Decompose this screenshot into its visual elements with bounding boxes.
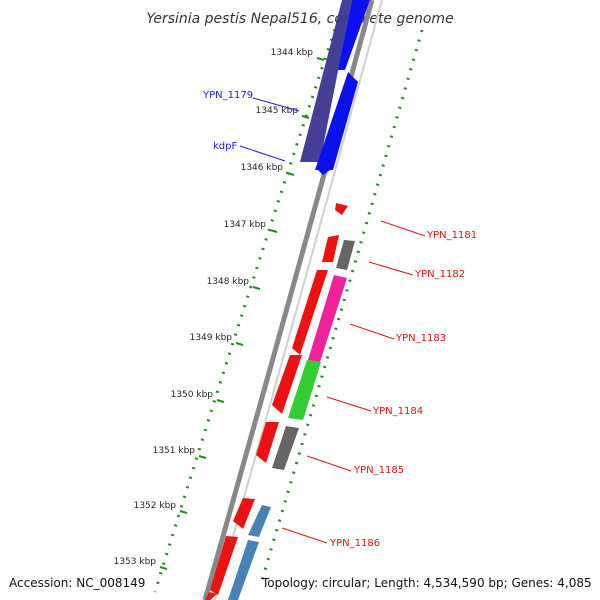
tick-mark <box>286 172 295 176</box>
genes-reverse <box>205 203 355 600</box>
tick-mark <box>159 566 168 570</box>
leader-ypn1179 <box>252 97 300 112</box>
gene-red-c <box>256 422 279 463</box>
gene-ypn1183-shape <box>308 275 347 362</box>
tick-label: 1352 kbp <box>134 501 177 511</box>
gene-ypn1186-shape <box>248 505 271 537</box>
labels-left: YPN_1179 kdpF <box>202 90 300 162</box>
gene-blue-tip <box>318 170 330 175</box>
leader-ypn1186 <box>281 527 328 544</box>
tick-mark <box>179 510 188 514</box>
tick-mark <box>301 115 310 119</box>
tick-label: 1350 kbp <box>171 390 214 400</box>
gene-ypn1184-shape <box>288 360 321 420</box>
gene-ypn1185-shape <box>272 426 299 470</box>
gene-red-d <box>233 498 255 529</box>
topology-text: Topology: circular; Length: 4,534,590 bp… <box>261 576 592 590</box>
gene-label-ypn1184: YPN_1184 <box>372 406 423 417</box>
map-title: Yersinia pestis Nepal516, complete genom… <box>146 11 453 27</box>
tick-mark <box>269 229 278 233</box>
gene-ypn1181-shape <box>335 203 348 215</box>
leader-ypn1185 <box>306 455 352 472</box>
leader-ypn1183 <box>349 323 395 340</box>
leader-kdpf <box>239 145 286 162</box>
leader-ypn1181 <box>380 220 426 237</box>
gene-label-ypn1181: YPN_1181 <box>426 230 477 241</box>
gene-label-ypn1183: YPN_1183 <box>395 333 446 344</box>
tick-label: 1344 kbp <box>271 48 314 58</box>
gene-label-ypn1185: YPN_1185 <box>353 465 404 476</box>
accession-text: Accession: NC_008149 <box>9 576 145 590</box>
gene-steel-bottom <box>228 540 259 600</box>
tick-mark <box>316 57 325 61</box>
tick-mark <box>216 399 225 403</box>
gene-blue-arrow <box>315 72 358 170</box>
tick-label: 1345 kbp <box>256 106 299 116</box>
gene-red-e <box>210 536 238 595</box>
gene-label-ypn1182: YPN_1182 <box>414 269 465 280</box>
tick-label: 1346 kbp <box>241 163 284 173</box>
guide-lines <box>153 19 424 593</box>
gene-label-kdpf: kdpF <box>213 141 237 152</box>
labels-right: YPN_1181 YPN_1182 YPN_1183 YPN_1184 YPN_… <box>281 220 477 549</box>
inner-guide-line <box>153 19 340 593</box>
tick-mark <box>198 455 207 459</box>
tick-label: 1347 kbp <box>224 220 267 230</box>
leader-ypn1182 <box>368 261 414 276</box>
tick-mark <box>235 342 244 346</box>
tick-label: 1351 kbp <box>153 446 196 456</box>
gene-red-long-b <box>272 355 302 414</box>
gene-red-small-a <box>322 235 339 262</box>
tick-label: 1353 kbp <box>114 557 157 567</box>
genes-forward <box>300 0 370 175</box>
gene-label-ypn1186: YPN_1186 <box>329 538 380 549</box>
tick-label: 1348 kbp <box>207 277 250 287</box>
gene-ypn1182-shape <box>336 240 355 270</box>
tick-label: 1349 kbp <box>190 333 233 343</box>
tick-labels: 1344 kbp 1345 kbp 1346 kbp 1347 kbp 1348 kbp… <box>114 48 325 570</box>
gene-navy-band <box>300 0 352 162</box>
tick-mark <box>252 286 261 290</box>
gene-label-ypn1179: YPN_1179 <box>202 90 253 101</box>
leader-ypn1184 <box>326 396 372 412</box>
gene-red-long-a <box>292 270 328 355</box>
gene-blue-upper <box>338 0 370 70</box>
gene-red-f <box>205 592 217 600</box>
